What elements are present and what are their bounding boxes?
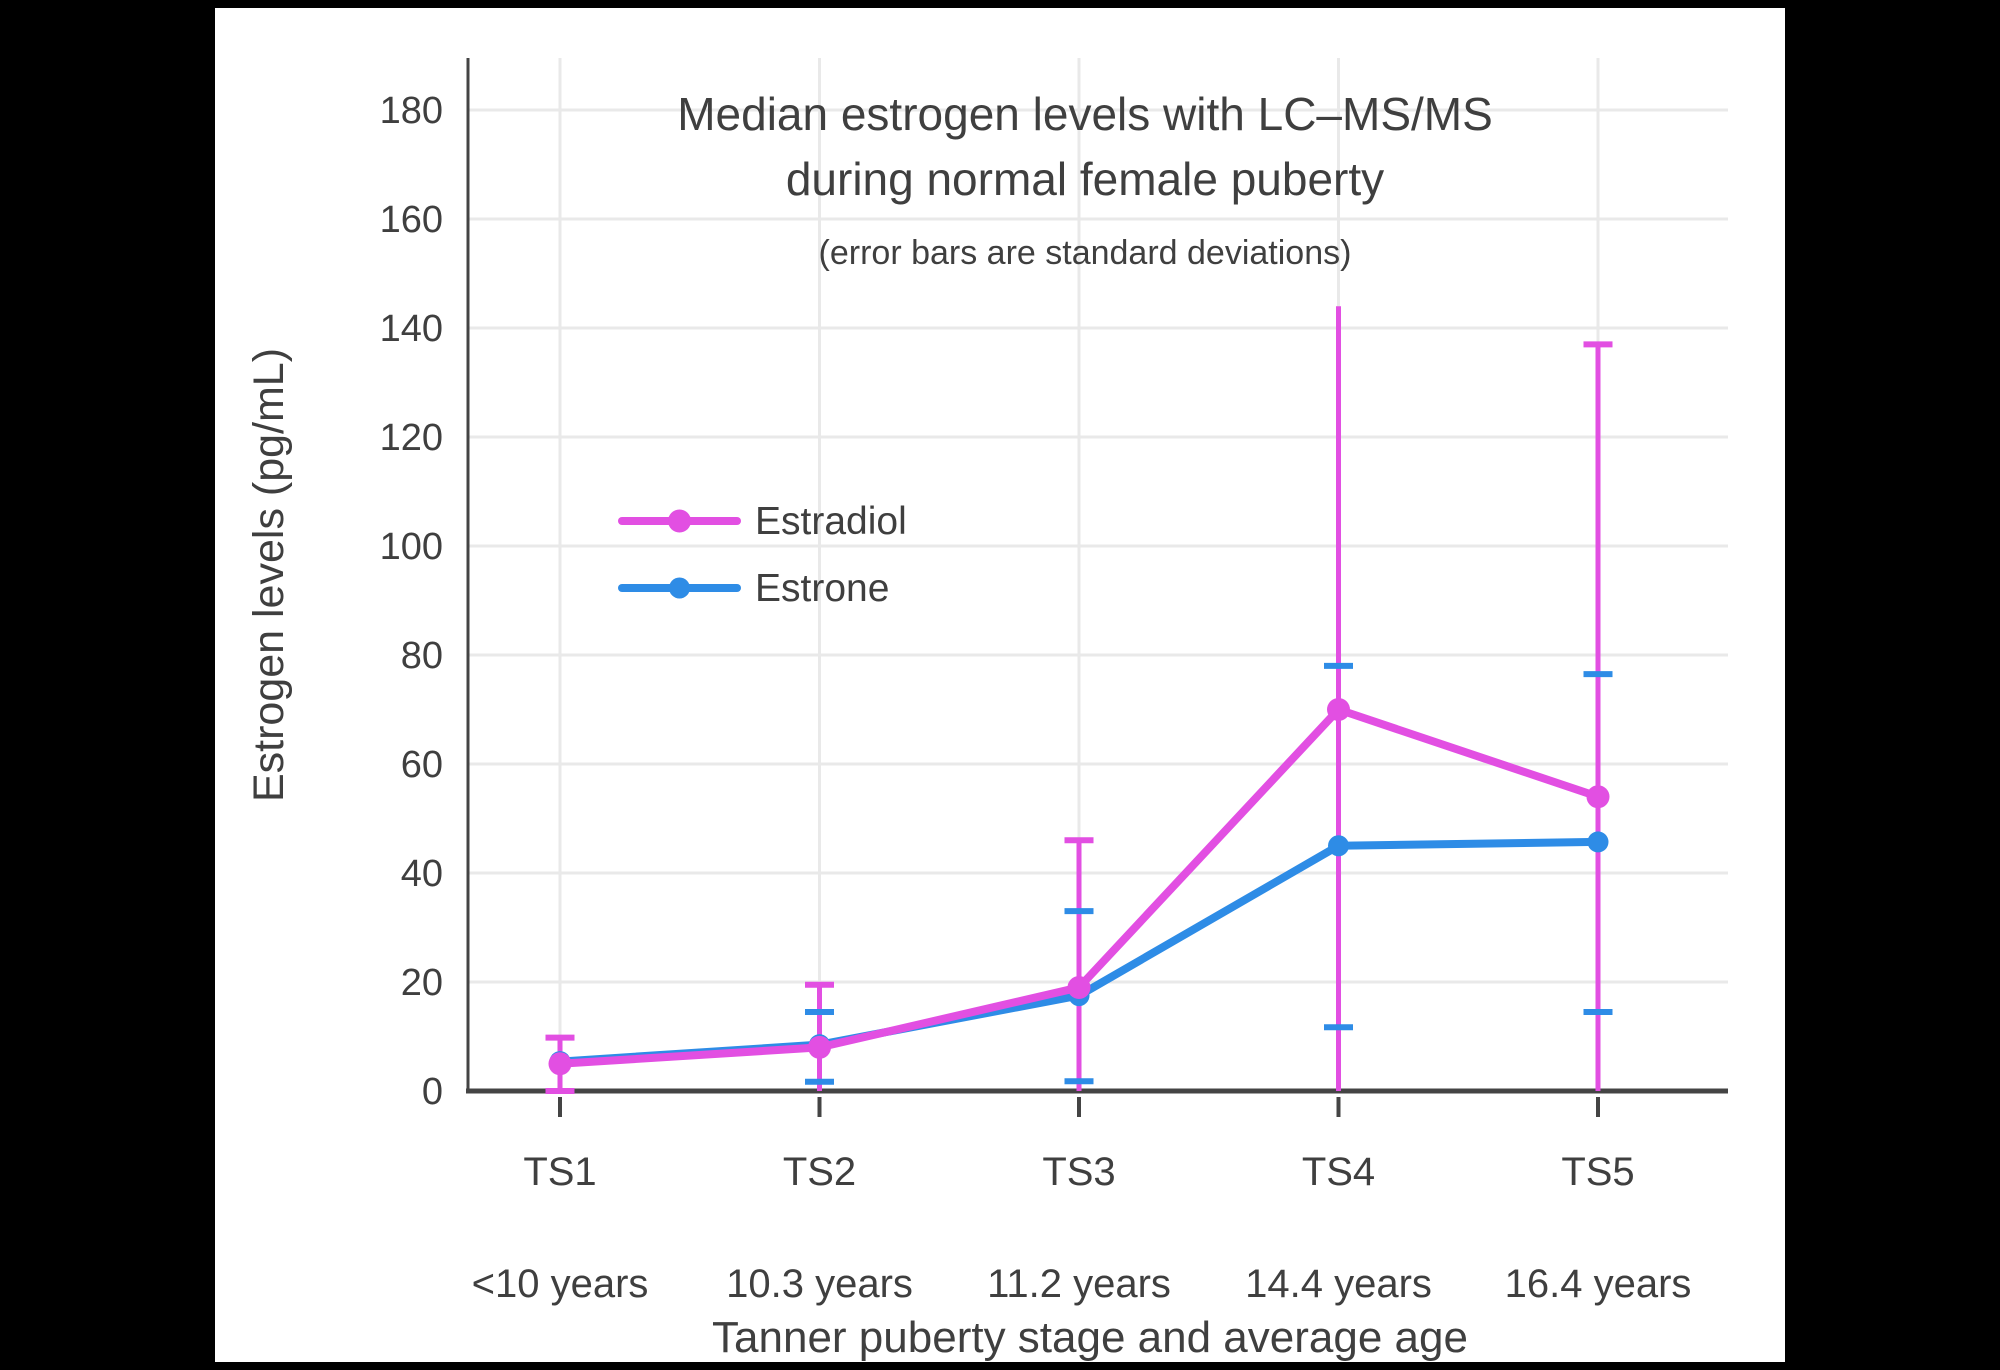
estrone-marker <box>1587 831 1609 853</box>
y-tick-label: 180 <box>380 90 443 132</box>
estradiol-marker <box>1067 975 1091 999</box>
estrone-marker <box>1328 835 1349 857</box>
x-tick-age-label: 16.4 years <box>1505 1262 1692 1306</box>
estradiol-marker <box>1586 785 1610 809</box>
chart-title-line2: during normal female puberty <box>786 153 1384 205</box>
x-tick-stage-label: TS5 <box>1561 1150 1634 1194</box>
x-tick-stage-label: TS4 <box>1302 1150 1375 1194</box>
estradiol-series <box>548 698 1610 1076</box>
chart-title-line1: Median estrogen levels with LC–MS/MS <box>677 88 1493 140</box>
estradiol-marker <box>548 1052 572 1076</box>
y-tick-label: 140 <box>380 308 443 350</box>
y-tick-labels: 0 20 40 60 80 100 120 140 160 180 <box>380 90 443 1113</box>
legend-label-estrone: Estrone <box>755 567 889 610</box>
legend-samples <box>618 509 741 599</box>
x-tick-stage-label: TS1 <box>523 1150 596 1194</box>
axes <box>466 58 1728 1117</box>
legend-label-estradiol: Estradiol <box>755 500 907 543</box>
legend-sample-marker <box>669 577 690 599</box>
gridlines <box>468 58 1728 1091</box>
y-tick-label: 120 <box>380 417 443 459</box>
y-tick-label: 20 <box>401 962 443 1004</box>
estrone-error-bar-caps <box>805 662 1613 1085</box>
x-tick-age-label: 11.2 years <box>987 1262 1171 1306</box>
y-tick-label: 80 <box>401 635 443 677</box>
x-tick-labels: TS1 TS2 TS3 TS4 TS5 <10 years 10.3 years 11.2 y… <box>472 1150 1692 1306</box>
estradiol-marker <box>1327 698 1350 721</box>
y-tick-label: 100 <box>380 526 443 568</box>
x-tick-age-label: 14.4 years <box>1245 1262 1432 1306</box>
estradiol-marker <box>808 1035 831 1059</box>
x-tick-stage-label: TS3 <box>1042 1150 1115 1194</box>
x-axis-title: Tanner puberty stage and average age <box>712 1313 1468 1362</box>
y-axis-title: Estrogen levels (pg/mL) <box>245 348 293 802</box>
y-tick-label: 0 <box>422 1071 443 1113</box>
y-tick-label: 60 <box>401 744 443 786</box>
legend-sample-marker <box>668 509 691 533</box>
x-tick-age-label: <10 years <box>472 1262 649 1306</box>
x-tick-age-label: 10.3 years <box>726 1262 913 1306</box>
x-tick-stage-label: TS2 <box>783 1150 856 1194</box>
chart-canvas <box>215 8 1785 1362</box>
y-tick-label: 40 <box>401 853 443 895</box>
chart-subtitle: (error bars are standard deviations) <box>819 234 1352 272</box>
y-tick-label: 160 <box>380 199 443 241</box>
